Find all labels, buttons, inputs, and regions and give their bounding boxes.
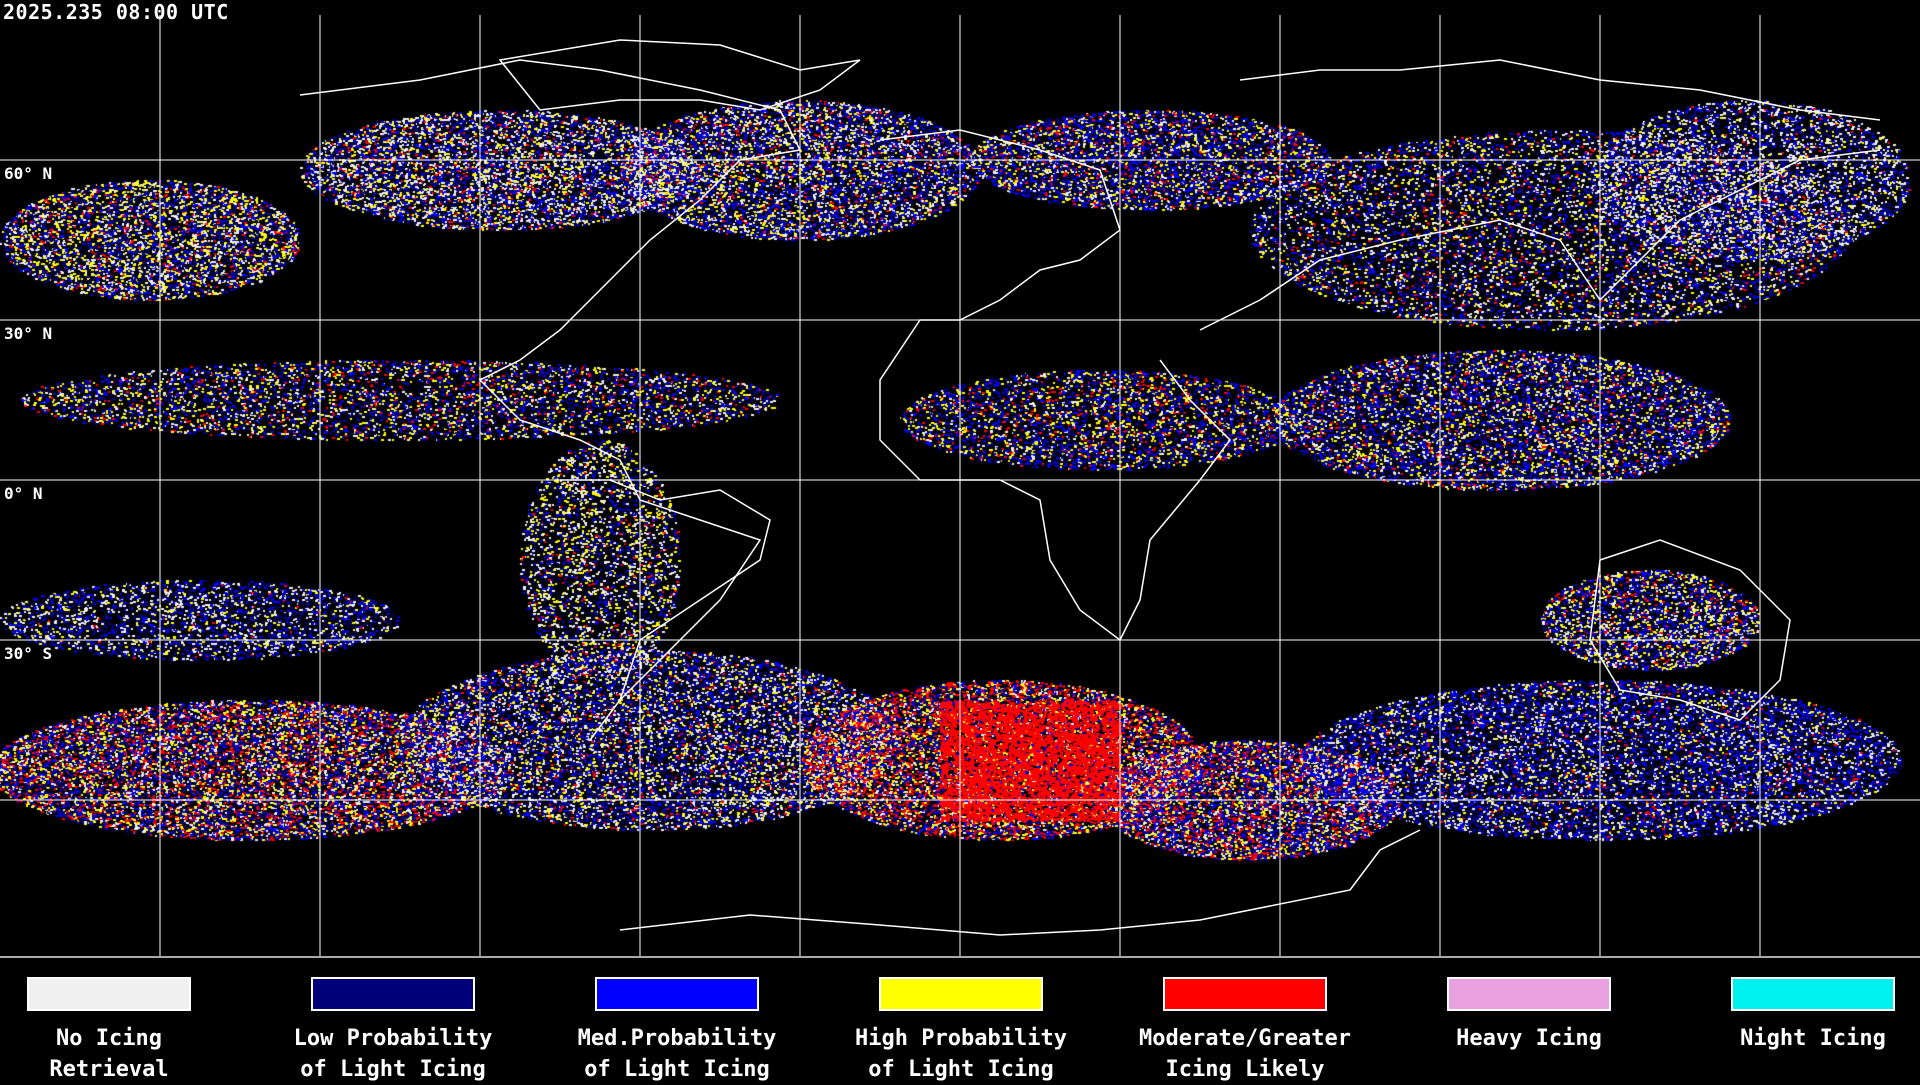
legend-item-night-icing: Night Icing	[1693, 977, 1920, 1054]
legend-swatch	[1447, 977, 1611, 1011]
legend-item-heavy-icing: Heavy Icing	[1409, 977, 1649, 1054]
legend-swatch	[879, 977, 1043, 1011]
legend-label: High Probability of Light Icing	[855, 1026, 1067, 1082]
legend-swatch	[1731, 977, 1895, 1011]
legend-swatch	[311, 977, 475, 1011]
lat-label-60n: 60° N	[4, 164, 53, 183]
coastline	[498, 39, 861, 111]
legend-item-moderate-greater: Moderate/Greater Icing Likely	[1125, 977, 1365, 1085]
legend-label: No Icing Retrieval	[49, 1026, 169, 1082]
grid-and-coastlines	[0, 15, 1920, 956]
legend-item-high-probability: High Probability of Light Icing	[841, 977, 1081, 1085]
coastline	[299, 59, 802, 741]
coastline	[879, 129, 1231, 642]
legend-label: Moderate/Greater Icing Likely	[1139, 1026, 1351, 1082]
legend-swatch	[595, 977, 759, 1011]
legend-item-med-probability: Med.Probability of Light Icing	[557, 977, 797, 1085]
legend-item-no-icing: No Icing Retrieval	[0, 977, 229, 1085]
icing-map: 2025.235 08:00 UTC 60° N 30° N 0° N 30° …	[0, 0, 1920, 958]
lat-label-0n: 0° N	[4, 484, 43, 503]
legend-label: Night Icing	[1740, 1026, 1886, 1051]
legend-label: Heavy Icing	[1456, 1026, 1602, 1051]
coastline	[619, 829, 1421, 936]
legend-item-low-probability: Low Probability of Light Icing	[273, 977, 513, 1085]
legend-swatch	[1163, 977, 1327, 1011]
legend-swatch	[27, 977, 191, 1011]
coastline	[560, 479, 771, 701]
coastline	[1199, 149, 1881, 331]
legend-label: Low Probability of Light Icing	[293, 1026, 493, 1082]
legend-label: Med.Probability of Light Icing	[577, 1026, 777, 1082]
lat-label-30n: 30° N	[4, 324, 53, 343]
coastline	[1239, 59, 1881, 121]
lat-label-30s: 30° S	[4, 644, 53, 663]
timestamp: 2025.235 08:00 UTC	[3, 0, 229, 24]
